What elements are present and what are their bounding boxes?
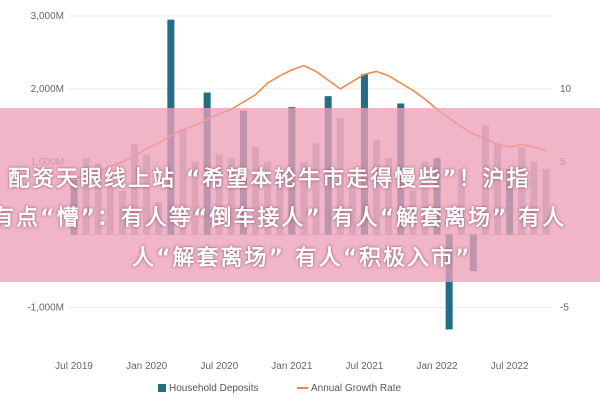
y-right-tick-label: 10: [560, 84, 572, 95]
y-left-tick-label: -1,000M: [27, 303, 64, 314]
x-tick-label: Jan 2021: [271, 361, 313, 372]
legend-label-deposits: Household Deposits: [169, 383, 259, 394]
legend: Household Deposits Annual Growth Rate: [158, 383, 401, 394]
banner-headline-line-2[interactable]: 有点“懵”：有人等“倒车接人” 有人“解套离场” 有人: [0, 206, 567, 231]
banner-headline-line-3[interactable]: 人“解套离场” 有人“积极入市”: [132, 246, 472, 271]
y-left-tick-label: 2,000M: [31, 84, 64, 95]
x-tick-label: Jul 2019: [55, 361, 93, 372]
x-tick-label: Jul 2022: [491, 361, 529, 372]
x-tick-label: Jul 2021: [346, 361, 384, 372]
overlay-banner: 配资天眼线上站 “希望本轮牛市走得慢些”！沪指 有点“懵”：有人等“倒车接人” …: [0, 108, 600, 282]
x-tick-label: Jan 2022: [416, 361, 458, 372]
y-left-tick-label: 3,000M: [31, 11, 64, 22]
banner-headline-line-1[interactable]: 配资天眼线上站 “希望本轮牛市走得慢些”！沪指: [8, 167, 531, 192]
deposit-bar: [445, 234, 453, 330]
legend-label-growth: Annual Growth Rate: [311, 383, 401, 394]
x-tick-label: Jul 2020: [200, 361, 238, 372]
legend-swatch-deposits: [158, 384, 166, 392]
y-right-tick-label: -5: [560, 303, 569, 314]
x-tick-label: Jan 2020: [126, 361, 168, 372]
